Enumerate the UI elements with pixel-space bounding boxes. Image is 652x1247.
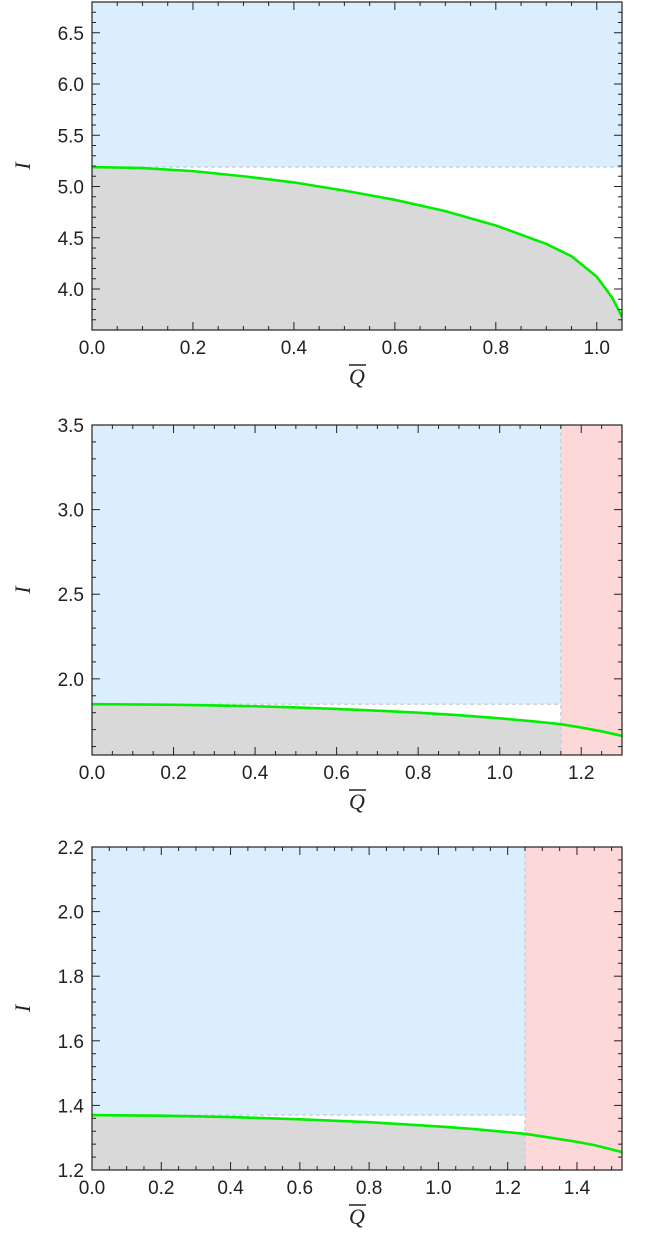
x-tick-label: 1.0 [584, 338, 610, 359]
series-curve [92, 702, 622, 738]
x-tick-label: 0.0 [79, 1178, 105, 1199]
y-tick-label: 5.0 [58, 178, 84, 199]
x-tick-label: 0.2 [180, 338, 206, 359]
chart-panel-2: 0.0 0.2 0.4 0.6 0.8 1.0 1.2 2.0 2.5 3.0 3.5 Q I [10, 416, 623, 814]
series-curve [92, 165, 622, 318]
y-tick-label: 3.0 [58, 501, 84, 522]
pink-region [525, 847, 622, 1170]
y-tick-label: 2.5 [58, 585, 84, 606]
y-tick-label: 2.0 [58, 903, 84, 924]
x-axis-label: Q [349, 1204, 365, 1229]
plot-area [92, 847, 622, 1170]
x-tick-label: 0.4 [217, 1178, 244, 1199]
series-curve [92, 1113, 622, 1154]
x-tick-label: 0.8 [483, 338, 509, 359]
x-tick-label: 0.2 [160, 763, 186, 784]
blue-region [92, 847, 526, 1116]
y-axis-label: I [10, 1003, 35, 1013]
y-tick-label: 4.0 [58, 280, 84, 301]
x-tick-label: 0.6 [287, 1178, 313, 1199]
x-tick-label: 0.0 [79, 763, 105, 784]
y-tick-label: 1.2 [58, 1161, 84, 1182]
x-tick-label: 1.2 [568, 763, 594, 784]
x-tick-label: 0.2 [148, 1178, 174, 1199]
y-tick-label: 1.4 [58, 1096, 85, 1117]
x-tick-label: 0.6 [323, 763, 349, 784]
x-tick-label: 0.4 [281, 338, 308, 359]
y-tick-label: 6.0 [58, 75, 84, 96]
y-tick-label: 6.5 [58, 24, 84, 45]
gray-region [92, 1115, 622, 1170]
plot-frame [91, 846, 623, 1171]
plot-area [92, 425, 622, 755]
x-axis-label: Q [349, 789, 365, 814]
y-tick-label: 1.6 [58, 1032, 84, 1053]
x-tick-label: 0.8 [356, 1178, 382, 1199]
chart-panel-3: 0.0 0.2 0.4 0.6 0.8 1.0 1.2 1.4 1.2 1.4 1.6 1.8 2.0 2… [10, 838, 623, 1229]
x-tick-label: 0.6 [382, 338, 408, 359]
x-tick-label: 0.4 [242, 763, 269, 784]
gray-region [92, 704, 622, 755]
x-tick-label: 1.4 [564, 1178, 591, 1199]
y-tick-label: 5.5 [58, 126, 84, 147]
x-axis-label: Q [349, 364, 365, 389]
x-tick-label: 0.8 [405, 763, 431, 784]
y-tick-label: 2.2 [58, 838, 84, 859]
plot-area [92, 2, 622, 330]
chart-panel-1: 0.0 0.2 0.4 0.6 0.8 1.0 4.0 4.5 5.0 5.5 6.0 6.5 Q I [10, 1, 623, 389]
y-axis-label: I [10, 161, 35, 171]
x-tick-label: 1.0 [486, 763, 512, 784]
blue-region [92, 425, 561, 705]
y-tick-label: 4.5 [58, 229, 84, 250]
y-tick-label: 1.8 [58, 967, 84, 988]
y-tick-label: 3.5 [58, 416, 84, 437]
y-tick-label: 2.0 [58, 670, 84, 691]
x-tick-label: 0.0 [79, 338, 105, 359]
x-tick-label: 1.2 [494, 1178, 520, 1199]
y-axis-label: I [10, 585, 35, 595]
pink-region [560, 425, 622, 755]
x-tick-label: 1.0 [425, 1178, 451, 1199]
gray-region [92, 167, 622, 330]
blue-region [92, 2, 622, 168]
